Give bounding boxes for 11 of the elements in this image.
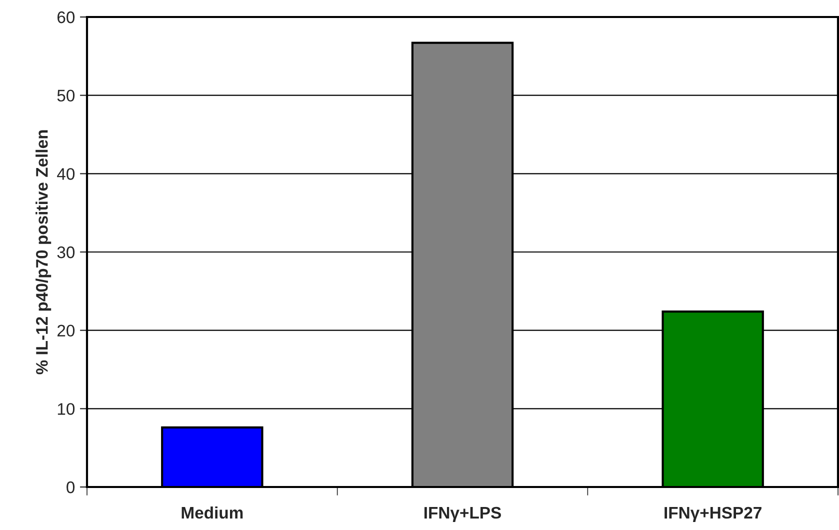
x-tick-label: IFNγ+HSP27 (664, 506, 762, 522)
y-axis-title: % IL-12 p40/p70 positive Zellen (36, 130, 52, 374)
y-tick-label: 40 (57, 168, 75, 180)
y-tick-label: 20 (57, 324, 75, 337)
y-tick-label: 50 (57, 90, 75, 102)
y-tick-label: 30 (57, 246, 75, 258)
x-tick-label: IFNγ+LPS (424, 506, 501, 522)
y-tick-label: 0 (66, 481, 75, 494)
y-tick-label: 10 (58, 403, 75, 415)
y-tick-label: 60 (58, 11, 75, 24)
x-tick-label: Medium (182, 506, 243, 519)
